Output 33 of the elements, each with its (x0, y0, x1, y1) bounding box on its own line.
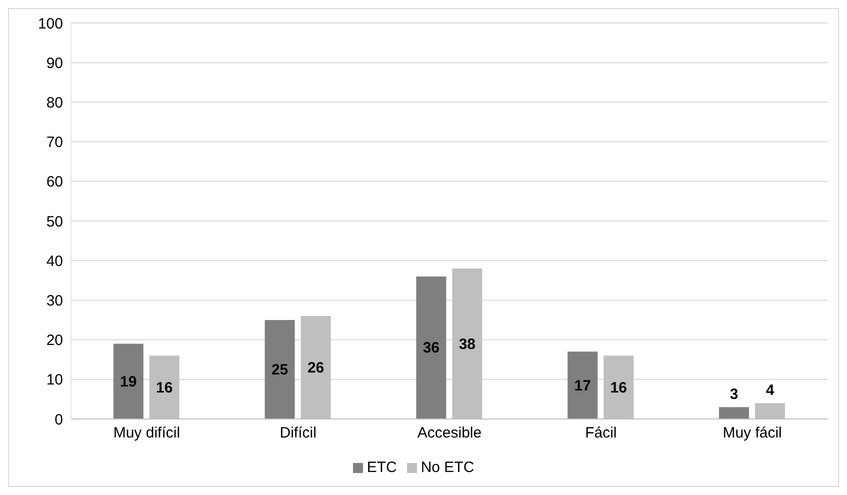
y-tick-label: 90 (46, 54, 63, 72)
data-label: 16 (610, 379, 627, 396)
y-tick-label: 30 (46, 292, 63, 310)
data-label: 25 (271, 362, 288, 378)
bar (264, 320, 295, 419)
x-tick-label: Fácil (585, 424, 617, 442)
y-tick-label: 60 (46, 174, 63, 191)
y-tick-label: 50 (46, 213, 63, 230)
y-tick-label: 80 (46, 94, 63, 112)
data-label: 3 (730, 386, 738, 404)
y-tick-label: 70 (46, 134, 63, 152)
data-label: 26 (307, 360, 324, 377)
x-tick-label: Muy difícil (113, 424, 180, 442)
data-label: 36 (422, 340, 440, 357)
legend-label: No ETC (420, 459, 474, 476)
bar (568, 352, 598, 419)
data-label: 4 (766, 382, 775, 400)
y-tick-label: 40 (46, 252, 63, 270)
bar (718, 407, 749, 419)
x-tick-label: Difícil (280, 424, 316, 442)
y-tick-label: 0 (54, 411, 63, 428)
y-tick-label: 20 (46, 332, 63, 350)
y-tick-label: 100 (38, 15, 63, 32)
bar (416, 276, 446, 419)
legend-label: ETC (366, 459, 397, 476)
data-label: 17 (574, 377, 591, 394)
x-tick-label: Muy fácil (722, 424, 782, 442)
x-tick-label: Accesible (417, 424, 482, 442)
bar (113, 344, 144, 419)
data-label: 38 (458, 336, 476, 353)
data-label: 16 (156, 379, 173, 396)
data-label: 19 (120, 373, 137, 390)
y-tick-label: 10 (46, 372, 63, 389)
